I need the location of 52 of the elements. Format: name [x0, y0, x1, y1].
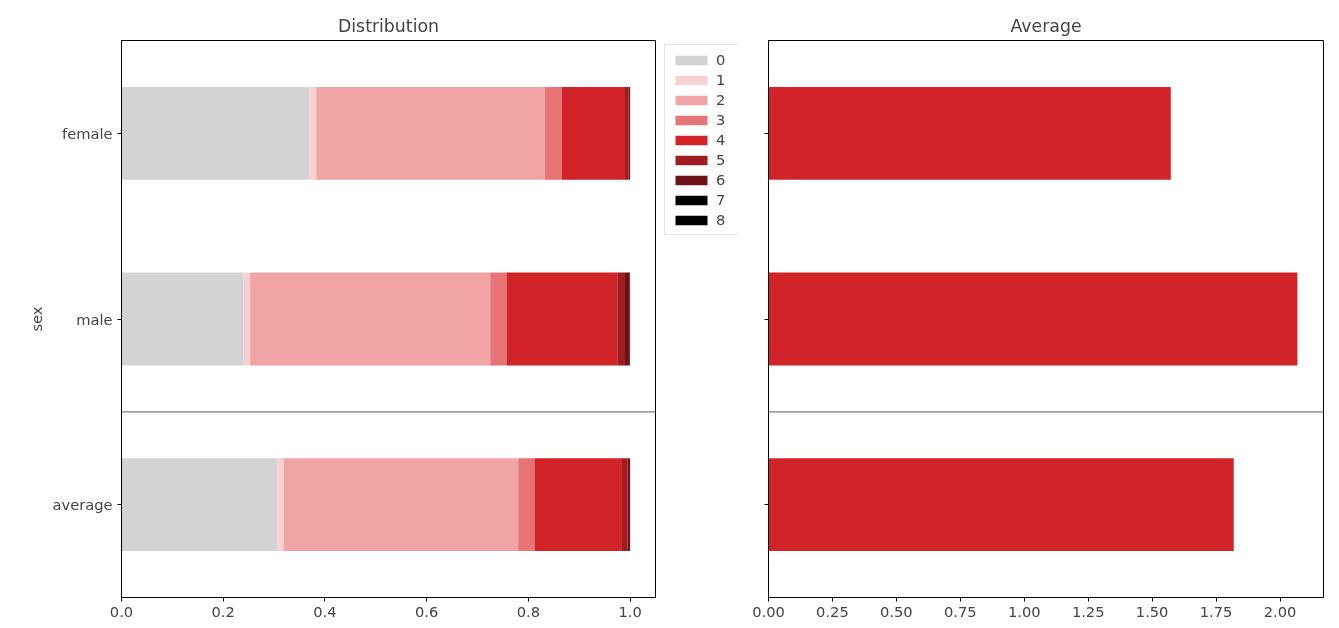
x-tick-label: 1.25 [1071, 602, 1105, 620]
x-tick-label: 0.00 [752, 602, 785, 620]
legend-label: 4 [716, 131, 727, 148]
legend-label: 5 [716, 151, 727, 168]
x-tick-label: 2.00 [1263, 602, 1297, 620]
x-tick-label: 1.0 [618, 602, 642, 620]
bar [617, 272, 625, 366]
y-axis-title: sex [27, 306, 45, 332]
chart-title: Distribution [337, 15, 440, 36]
legend-label: 2 [716, 91, 727, 108]
x-tick-label: 0.0 [109, 602, 134, 620]
bar [768, 86, 1171, 180]
x-tick-label: 1.75 [1199, 602, 1233, 620]
y-tick-label: average [52, 496, 113, 514]
bar [309, 86, 317, 180]
bar [316, 86, 545, 180]
bar [283, 458, 519, 552]
bar [624, 86, 629, 180]
bar [544, 86, 562, 180]
x-tick-label: 0.8 [516, 602, 541, 620]
y-tick-label: female [61, 124, 113, 142]
bar [768, 458, 1234, 552]
bar [243, 272, 251, 366]
bar [250, 272, 491, 366]
bar [121, 458, 278, 552]
legend-label: 3 [716, 111, 727, 128]
x-tick-label: 0.50 [880, 602, 913, 620]
legend-label: 1 [716, 71, 727, 88]
legend-label: 0 [716, 51, 727, 68]
bar [490, 272, 507, 366]
x-tick-label: 0.4 [313, 602, 337, 620]
bar [561, 86, 625, 180]
legend-label: 8 [716, 211, 727, 228]
bar [768, 272, 1298, 366]
x-tick-label: 0.75 [944, 602, 977, 620]
x-tick-label: 0.6 [414, 602, 439, 620]
legend-label: 7 [716, 191, 727, 208]
chart-title: Average [1010, 15, 1082, 36]
bar [506, 272, 618, 366]
y-tick-label: male [76, 310, 113, 328]
bar [518, 458, 535, 552]
bar [277, 458, 284, 552]
x-tick-label: 0.2 [211, 602, 235, 620]
bar [121, 272, 244, 366]
legend-label: 6 [716, 171, 727, 188]
x-tick-label: 0.25 [816, 602, 849, 620]
bar [621, 458, 628, 552]
x-tick-label: 1.50 [1135, 602, 1169, 620]
bar [121, 86, 310, 180]
bar [624, 272, 630, 366]
bar [534, 458, 622, 552]
x-tick-label: 1.00 [1007, 602, 1041, 620]
